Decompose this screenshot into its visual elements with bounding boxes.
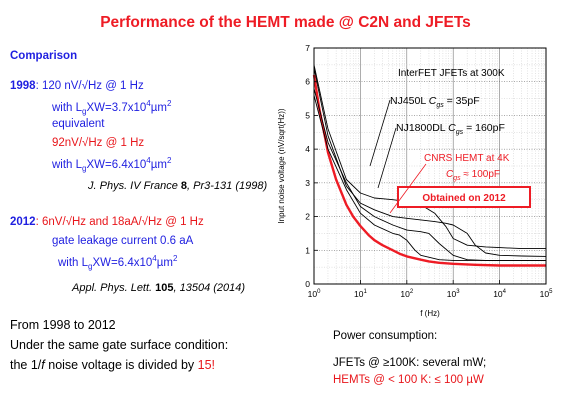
- series-line-2: [313, 68, 547, 257]
- annotation-nj450l: NJ450L Cgs = 35pF: [390, 95, 480, 109]
- y1998-noise: : 120 nV/√Hz @ 1 Hz: [35, 80, 144, 92]
- obtained-box: [397, 186, 531, 208]
- annotation-hemt-cgs: Cgs ≈ 100pF: [446, 169, 500, 182]
- y1998-lgxw: with LgXW=3.7x104µm2: [52, 99, 172, 117]
- y2012-year: 2012: [10, 216, 36, 228]
- y1998-lgxw2: with LgXW=6.4x104µm2: [52, 156, 172, 174]
- y-axis-label: Input noise voltage (nV/sqrt(Hz)): [277, 108, 286, 223]
- plot-frame: [313, 47, 547, 285]
- x-tick-label: 103: [447, 289, 460, 299]
- x-tick-label: 101: [354, 289, 367, 299]
- y2012-noise: : 6nV/√Hz and 18aA/√Hz @ 1 Hz: [35, 216, 204, 228]
- y1998-noise2: 92nV/√Hz @ 1 Hz: [52, 137, 145, 149]
- y1998-line: 1998: 120 nV/√Hz @ 1 Hz: [10, 80, 144, 92]
- comparison-heading: Comparison: [10, 50, 78, 62]
- noise-divided-factor: 15!: [197, 358, 216, 372]
- x-tick-label: 102: [400, 289, 413, 299]
- y-tick-label: 0: [305, 279, 310, 289]
- x-axis-label: f (Hz): [420, 309, 440, 318]
- power-heading: Power consumption:: [333, 330, 438, 342]
- from-to-text: From 1998 to 2012: [10, 318, 116, 332]
- y1998-year: 1998: [10, 80, 36, 92]
- chart-grid: [314, 48, 546, 284]
- y-tick-label: 4: [305, 144, 310, 154]
- y-tick-label: 7: [305, 43, 310, 53]
- x-tick-label: 100: [308, 289, 321, 299]
- series-line-5: [313, 95, 546, 261]
- y-tick-label: 2: [305, 212, 310, 222]
- arrow-hemt: [389, 163, 427, 214]
- y-tick-label: 5: [305, 110, 310, 120]
- arrow-nj1800dl: [377, 127, 397, 189]
- y-tick-label: 3: [305, 178, 310, 188]
- annotation-obtained: Obtained on 2012: [422, 193, 506, 204]
- series-line-4: [313, 88, 546, 261]
- series-line-3: [312, 74, 546, 267]
- y2012-reference: Appl. Phys. Lett. 105, 13504 (2014): [72, 282, 246, 294]
- y-tick-label: 1: [305, 245, 310, 255]
- chart-series: [312, 64, 547, 267]
- annotation-nj1800dl: NJ1800DL Cgs = 160pF: [396, 122, 505, 136]
- x-tick-label: 105: [540, 289, 553, 299]
- arrow-nj450l: [369, 99, 391, 167]
- annotation-hemt: CNRS HEMT at 4K: [424, 153, 510, 164]
- series-line-1: [313, 64, 546, 250]
- annotation-interfet: InterFET JFETs at 300K: [398, 68, 505, 79]
- y2012-line: 2012: 6nV/√Hz and 18aA/√Hz @ 1 Hz: [10, 216, 204, 228]
- noise-chart: 0 1 2 3 4 5 6 7 100 101 102 103 104 105 Input noise …: [277, 43, 553, 318]
- noise-divided-text: the 1/f noise voltage is divided by 15!: [10, 358, 216, 372]
- y1998-equivalent: equivalent: [52, 118, 105, 130]
- slide-title: Performance of the HEMT made @ C2N and J…: [100, 14, 471, 31]
- y2012-leakage: gate leakage current 0.6 aA: [52, 235, 194, 247]
- power-jfet: JFETs @ ≥100K: several mW;: [333, 357, 487, 369]
- y-tick-label: 6: [305, 77, 310, 87]
- x-ticks: 100 101 102 103 104 105: [308, 280, 553, 299]
- y1998-reference: J. Phys. IV France 8, Pr3-131 (1998): [88, 180, 268, 192]
- power-hemt: HEMTs @ < 100 K: ≤ 100 µW: [333, 374, 484, 386]
- gate-condition-text: Under the same gate surface condition:: [10, 338, 229, 352]
- y-ticks: 0 1 2 3 4 5 6 7: [305, 43, 318, 289]
- x-tick-label: 104: [493, 289, 506, 299]
- y2012-lgxw: with LgXW=6.4x104µm2: [58, 254, 178, 272]
